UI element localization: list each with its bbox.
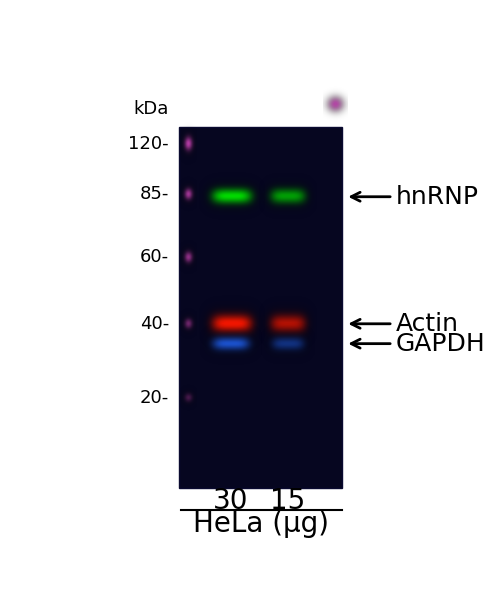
Text: 40-: 40- <box>140 315 169 333</box>
Text: GAPDH: GAPDH <box>352 332 486 356</box>
Text: 30: 30 <box>214 487 249 515</box>
Text: HeLa (μg): HeLa (μg) <box>193 510 329 538</box>
Text: 85-: 85- <box>140 185 169 203</box>
Text: 60-: 60- <box>140 248 169 266</box>
Text: 15: 15 <box>270 487 305 515</box>
Text: hnRNP: hnRNP <box>352 185 479 209</box>
Bar <box>179 127 342 488</box>
Text: Actin: Actin <box>352 312 459 336</box>
Text: 20-: 20- <box>140 389 169 407</box>
Text: kDa: kDa <box>134 100 169 118</box>
Text: 120-: 120- <box>128 134 169 152</box>
